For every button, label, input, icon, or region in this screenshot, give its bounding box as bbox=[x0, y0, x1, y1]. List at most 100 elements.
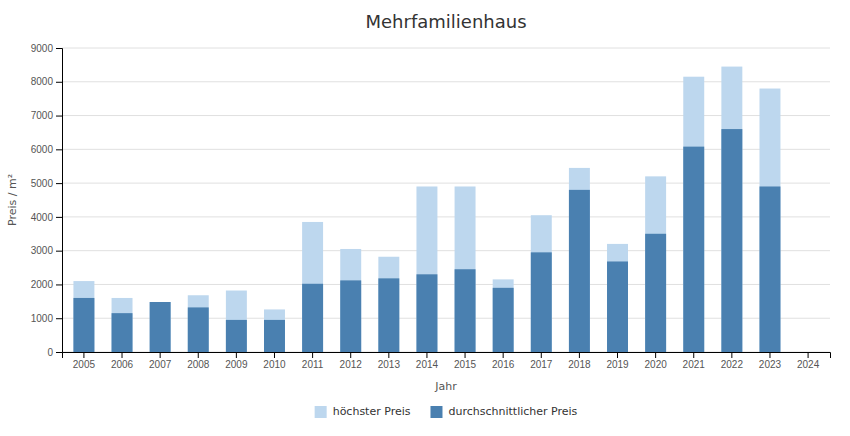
y-axis-line bbox=[56, 49, 63, 353]
x-tick-mark bbox=[312, 352, 313, 358]
bar bbox=[226, 320, 247, 352]
bar bbox=[493, 279, 514, 352]
x-tick-mark bbox=[122, 352, 123, 358]
x-tick: 2007 bbox=[149, 352, 172, 370]
bar bbox=[798, 352, 819, 353]
x-tick-mark bbox=[579, 352, 580, 358]
bar bbox=[264, 309, 285, 352]
y-tick-mark bbox=[56, 82, 62, 83]
x-tick-mark bbox=[503, 352, 504, 358]
bar bbox=[112, 298, 133, 352]
grid-line bbox=[62, 183, 830, 184]
x-tick-mark bbox=[426, 352, 427, 358]
x-tick-mark bbox=[160, 352, 161, 358]
x-tick-label: 2010 bbox=[263, 359, 286, 370]
y-tick-label: 1000 bbox=[31, 313, 54, 324]
x-tick-mark bbox=[808, 352, 809, 358]
grid-line bbox=[62, 149, 830, 150]
y-tick: 7000 bbox=[31, 110, 62, 121]
y-tick-mark bbox=[56, 352, 62, 353]
x-tick: 2024 bbox=[797, 352, 820, 370]
x-tick-mark bbox=[731, 352, 732, 358]
x-tick-mark bbox=[236, 352, 237, 358]
chart: 0 1000 2000 3000 4000 5000 6000 7000 8000 9000 200… bbox=[0, 0, 850, 436]
bar bbox=[531, 215, 552, 352]
bar-series bbox=[73, 129, 780, 352]
y-tick-mark bbox=[56, 217, 62, 218]
y-tick-label: 3000 bbox=[31, 245, 54, 256]
y-tick: 8000 bbox=[31, 76, 62, 87]
x-tick: 2011 bbox=[302, 352, 324, 370]
x-tick-label: 2022 bbox=[721, 359, 744, 370]
bar bbox=[645, 234, 666, 352]
x-tick-label: 2015 bbox=[454, 359, 477, 370]
bar bbox=[493, 288, 514, 352]
bar bbox=[569, 168, 590, 352]
bar bbox=[73, 281, 94, 352]
x-tick-label: 2009 bbox=[225, 359, 248, 370]
y-tick-label: 7000 bbox=[31, 110, 54, 121]
x-tick-label: 2007 bbox=[149, 359, 172, 370]
bar bbox=[302, 222, 323, 352]
bar bbox=[721, 67, 742, 352]
bar bbox=[302, 284, 323, 352]
y-axis: 0 1000 2000 3000 4000 5000 6000 7000 8000 9000 bbox=[31, 43, 63, 358]
x-tick: 2015 bbox=[454, 352, 477, 370]
legend-item: durchschnittlicher Preis bbox=[430, 405, 577, 418]
x-tick-mark bbox=[693, 352, 694, 358]
x-tick-mark bbox=[769, 352, 770, 358]
x-tick: 2009 bbox=[225, 352, 248, 370]
x-tick-mark bbox=[83, 352, 84, 358]
x-tick-label: 2023 bbox=[759, 359, 782, 370]
x-tick-mark bbox=[388, 352, 389, 358]
y-tick-label: 4000 bbox=[31, 212, 54, 223]
y-tick: 3000 bbox=[31, 245, 62, 256]
x-tick: 2022 bbox=[721, 352, 744, 370]
bar bbox=[759, 89, 780, 352]
bar bbox=[607, 244, 628, 352]
x-tick: 2019 bbox=[606, 352, 629, 370]
y-tick-mark bbox=[56, 318, 62, 319]
bar bbox=[455, 186, 476, 352]
y-tick-label: 0 bbox=[47, 347, 53, 358]
x-tick-label: 2006 bbox=[111, 359, 134, 370]
bars bbox=[73, 67, 780, 352]
x-tick-label: 2017 bbox=[530, 359, 553, 370]
x-tick-mark bbox=[274, 352, 275, 358]
x-tick-label: 2013 bbox=[378, 359, 401, 370]
y-tick: 9000 bbox=[31, 43, 62, 54]
y-tick-mark bbox=[56, 116, 62, 117]
x-tick: 2021 bbox=[683, 352, 706, 370]
bar bbox=[264, 320, 285, 352]
grid bbox=[62, 48, 830, 352]
bar bbox=[416, 186, 437, 352]
x-tick: 2023 bbox=[759, 352, 782, 370]
x-tick: 2006 bbox=[111, 352, 134, 370]
x-tick-mark bbox=[541, 352, 542, 358]
legend-swatch bbox=[315, 406, 327, 418]
y-tick: 2000 bbox=[31, 279, 62, 290]
x-tick-label: 2021 bbox=[683, 359, 706, 370]
legend-label: höchster Preis bbox=[333, 405, 411, 418]
bar bbox=[569, 190, 590, 352]
y-tick-label: 2000 bbox=[31, 279, 54, 290]
bar bbox=[73, 298, 94, 352]
y-tick: 0 bbox=[47, 347, 62, 358]
x-tick: 2010 bbox=[263, 352, 286, 370]
y-tick-mark bbox=[56, 284, 62, 285]
y-tick: 6000 bbox=[31, 144, 62, 155]
grid-line bbox=[62, 216, 830, 217]
y-tick-mark bbox=[56, 251, 62, 252]
bar bbox=[607, 261, 628, 352]
x-tick-label: 2008 bbox=[187, 359, 210, 370]
bar bbox=[416, 274, 437, 352]
x-tick: 2017 bbox=[530, 352, 553, 370]
y-tick-label: 5000 bbox=[31, 178, 54, 189]
bar-series bbox=[73, 67, 780, 352]
title: Mehrfamilienhaus bbox=[365, 11, 526, 32]
y-tick: 4000 bbox=[31, 212, 62, 223]
bar bbox=[683, 147, 704, 352]
x-axis-line bbox=[63, 353, 831, 359]
bar bbox=[645, 176, 666, 352]
legend-label: durchschnittlicher Preis bbox=[448, 405, 577, 418]
